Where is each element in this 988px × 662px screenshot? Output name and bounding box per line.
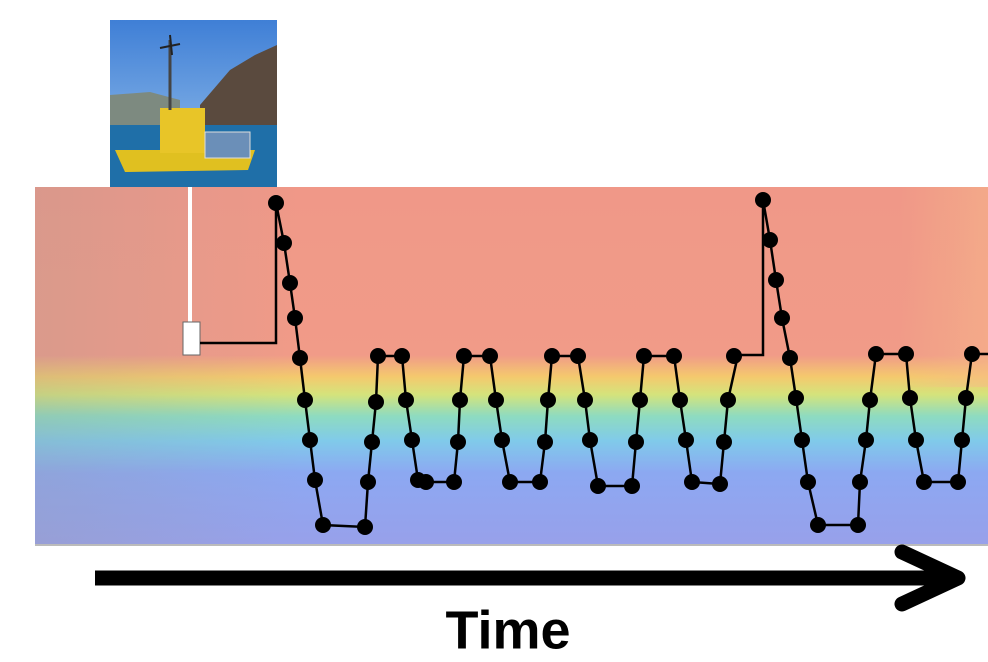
- heatmap-wash: [35, 187, 988, 545]
- track-dot: [544, 348, 560, 364]
- track-dot: [666, 348, 682, 364]
- track-dot: [582, 432, 598, 448]
- track-dot: [450, 434, 466, 450]
- track-dot: [712, 476, 728, 492]
- track-dot: [282, 275, 298, 291]
- track-dot: [950, 474, 966, 490]
- track-dot: [678, 432, 694, 448]
- track-dot: [908, 432, 924, 448]
- track-dot: [762, 232, 778, 248]
- track-dot: [868, 346, 884, 362]
- page: {"label": "Time"}: [0, 0, 988, 662]
- track-dot: [357, 519, 373, 535]
- track-dot: [502, 474, 518, 490]
- track-dot: [916, 474, 932, 490]
- track-dot: [456, 348, 472, 364]
- photo-panel: [205, 132, 250, 158]
- track-dot: [268, 195, 284, 211]
- track-dot: [297, 392, 313, 408]
- heatmap: [35, 187, 988, 545]
- diagram: Time: [0, 0, 988, 662]
- track-dot: [632, 392, 648, 408]
- track-dot: [292, 350, 308, 366]
- track-dot: [418, 474, 434, 490]
- track-dot: [852, 474, 868, 490]
- track-dot: [902, 390, 918, 406]
- track-dot: [370, 348, 386, 364]
- track-dot: [364, 434, 380, 450]
- track-dot: [788, 390, 804, 406]
- track-dot: [628, 434, 644, 450]
- track-dot: [307, 472, 323, 488]
- track-dot: [624, 478, 640, 494]
- profiler: [183, 322, 200, 355]
- track-dot: [368, 394, 384, 410]
- track-dot: [810, 517, 826, 533]
- track-dot: [684, 474, 700, 490]
- track-dot: [800, 474, 816, 490]
- track-dot: [958, 390, 974, 406]
- track-dot: [672, 392, 688, 408]
- track-dot: [482, 348, 498, 364]
- track-dot: [862, 392, 878, 408]
- track-dot: [302, 432, 318, 448]
- track-dot: [794, 432, 810, 448]
- track-dot: [394, 348, 410, 364]
- track-dot: [768, 272, 784, 288]
- track-dot: [954, 432, 970, 448]
- track-dot: [782, 350, 798, 366]
- track-dot: [774, 310, 790, 326]
- track-dot: [494, 432, 510, 448]
- track-dot: [577, 392, 593, 408]
- track-dot: [287, 310, 303, 326]
- track-dot: [452, 392, 468, 408]
- track-dot: [315, 517, 331, 533]
- track-dot: [898, 346, 914, 362]
- track-dot: [720, 392, 736, 408]
- track-dot: [858, 432, 874, 448]
- track-dot: [636, 348, 652, 364]
- track-dot: [446, 474, 462, 490]
- track-dot: [726, 348, 742, 364]
- track-dot: [488, 392, 504, 408]
- track-dot: [964, 346, 980, 362]
- buoy-photo: [110, 20, 277, 187]
- time-arrow: [95, 552, 958, 604]
- track-dot: [540, 392, 556, 408]
- time-label: Time: [445, 600, 570, 660]
- photo-box: [160, 108, 205, 153]
- track-dot: [716, 434, 732, 450]
- track-dot: [850, 517, 866, 533]
- track-dot: [532, 474, 548, 490]
- track-dot: [398, 392, 414, 408]
- track-dot: [276, 235, 292, 251]
- track-dot: [570, 348, 586, 364]
- track-dot: [590, 478, 606, 494]
- track-dot: [537, 434, 553, 450]
- track-dot: [755, 192, 771, 208]
- track-dot: [404, 432, 420, 448]
- track-dot: [360, 474, 376, 490]
